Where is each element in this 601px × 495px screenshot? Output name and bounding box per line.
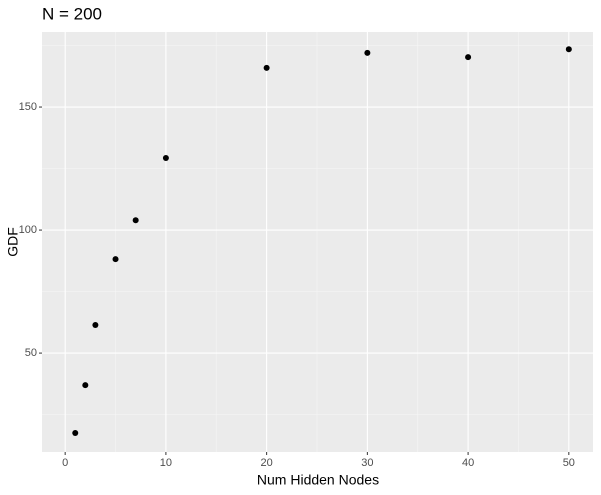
point xyxy=(162,154,169,161)
point xyxy=(92,322,99,329)
y-tick-label: 50 xyxy=(25,347,37,359)
x-tick-label: 50 xyxy=(563,457,575,469)
point xyxy=(263,64,270,71)
point xyxy=(132,217,139,224)
y-axis-label: GDF xyxy=(5,227,21,257)
point xyxy=(82,382,89,389)
point xyxy=(72,430,79,437)
x-axis-label: Num Hidden Nodes xyxy=(257,472,379,488)
y-tick-label: 150 xyxy=(19,101,37,113)
plot-panel xyxy=(42,32,593,452)
point xyxy=(565,46,572,53)
x-tick-label: 20 xyxy=(261,457,273,469)
y-tick-label: 100 xyxy=(19,224,37,236)
x-tick-label: 40 xyxy=(462,457,474,469)
chart-title: N = 200 xyxy=(42,4,102,23)
x-tick-label: 30 xyxy=(361,457,373,469)
x-tick-label: 0 xyxy=(62,457,68,469)
point xyxy=(364,49,371,56)
point xyxy=(112,256,119,263)
x-tick-label: 10 xyxy=(160,457,172,469)
point xyxy=(465,54,472,61)
